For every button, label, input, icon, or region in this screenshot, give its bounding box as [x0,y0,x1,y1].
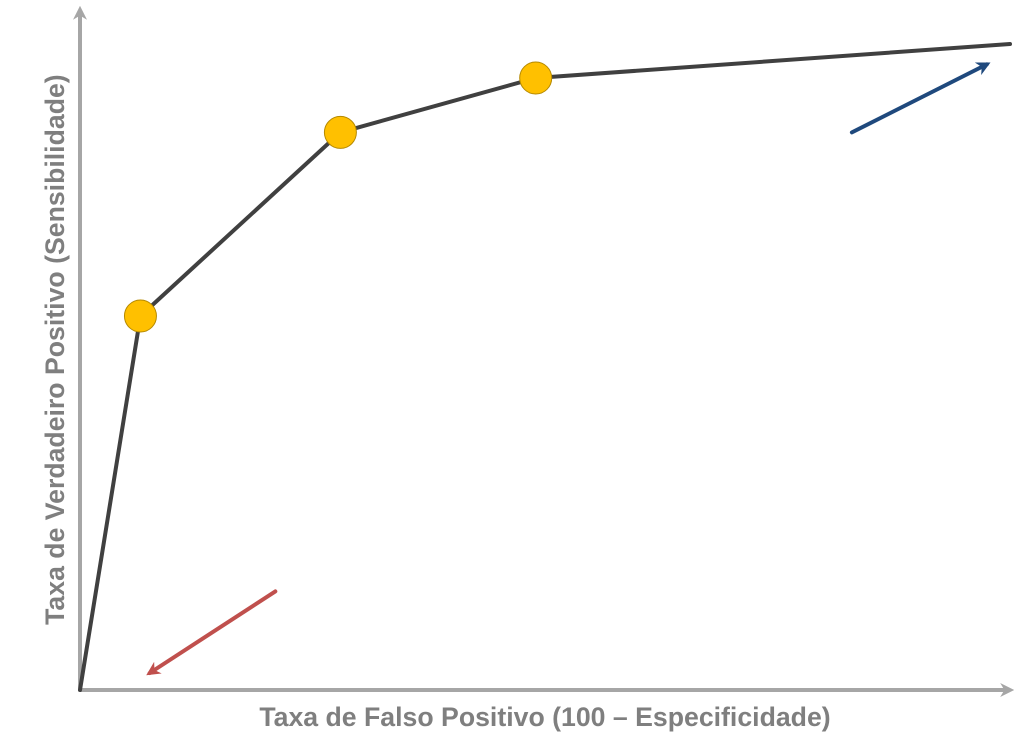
roc-point-0 [124,300,156,332]
x-axis-label: Taxa de Falso Positivo (100 – Especifici… [173,702,917,733]
roc-point-2 [520,62,552,94]
red-arrow [150,591,276,673]
roc-chart-svg [0,0,1024,746]
blue-arrow [852,64,987,132]
roc-point-1 [324,116,356,148]
y-axis-label: Taxa de Verdadeiro Positivo (Sensibilida… [40,24,71,677]
roc-chart: Taxa de Falso Positivo (100 – Especifici… [0,0,1024,746]
roc-curve [80,44,1010,690]
